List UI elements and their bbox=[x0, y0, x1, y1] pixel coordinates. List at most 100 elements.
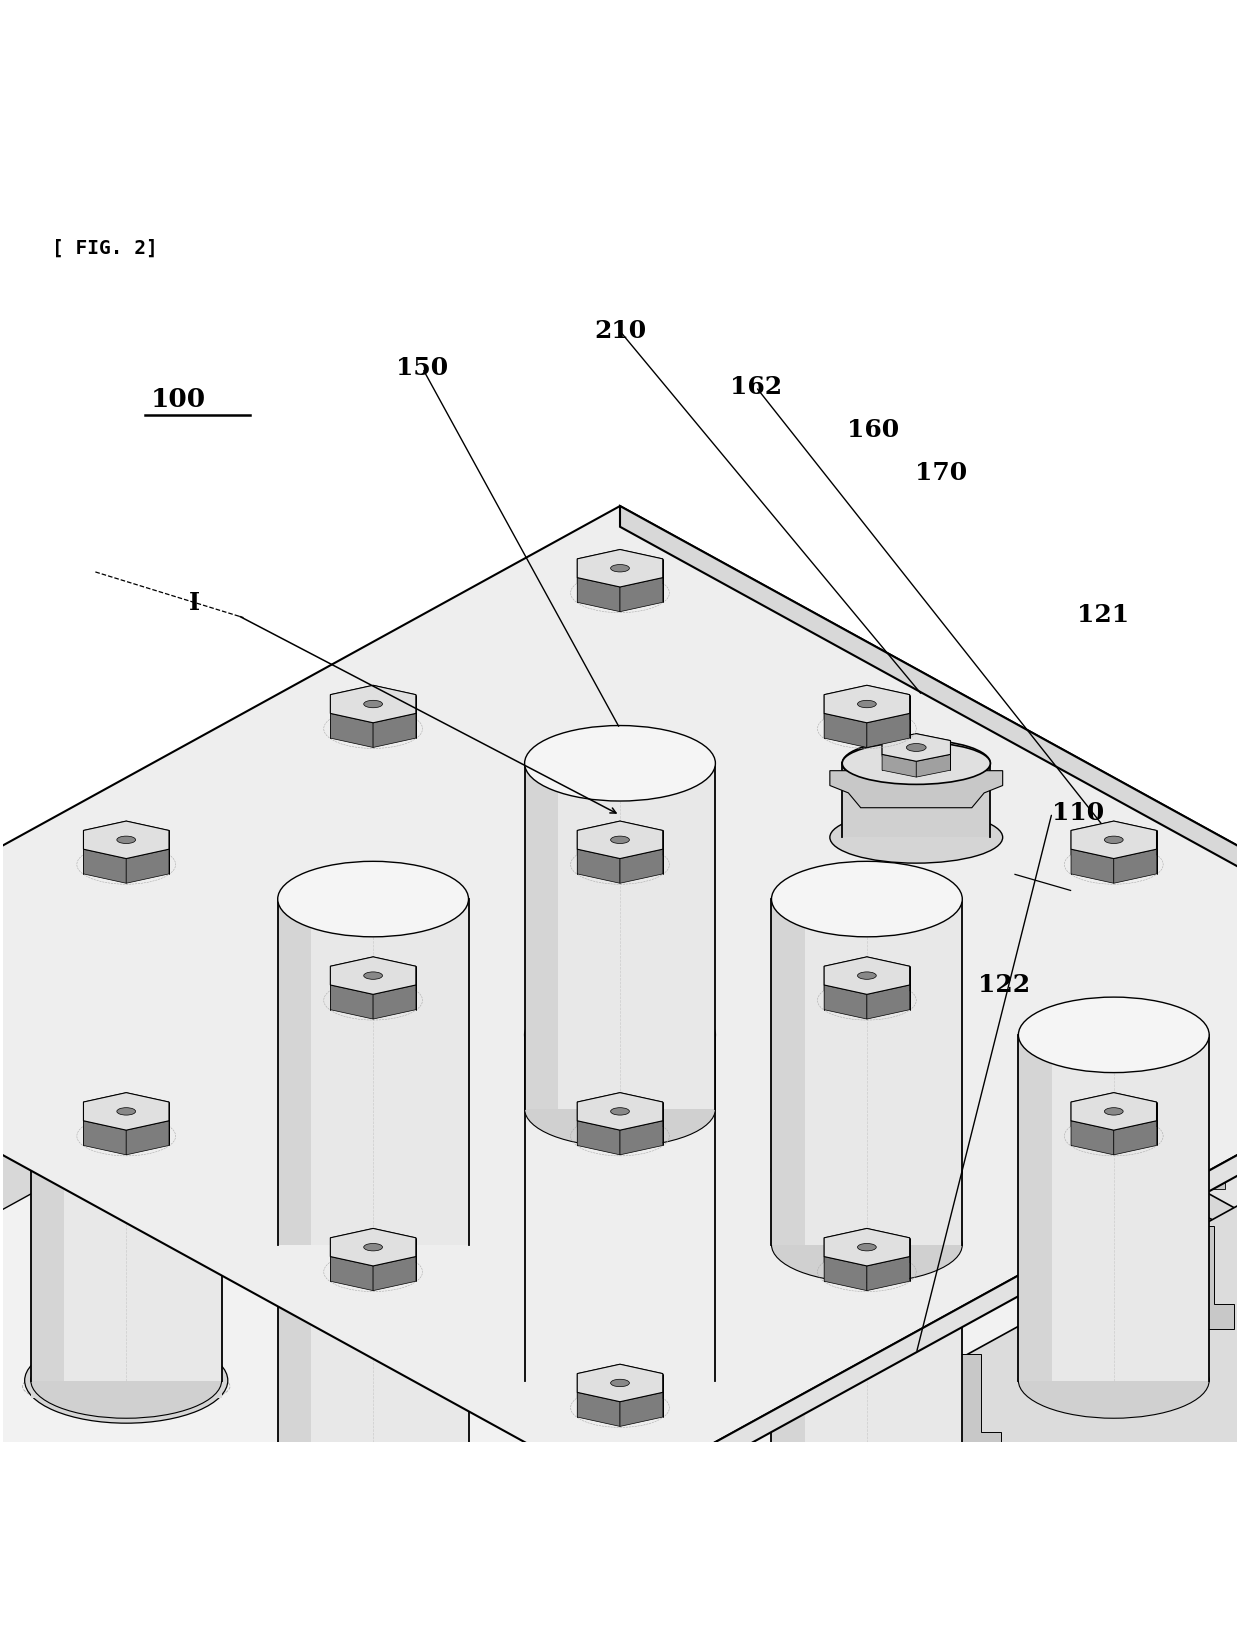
Polygon shape bbox=[330, 1228, 373, 1262]
Polygon shape bbox=[373, 985, 415, 1020]
Ellipse shape bbox=[525, 1071, 715, 1147]
Ellipse shape bbox=[906, 744, 926, 751]
Polygon shape bbox=[825, 957, 867, 992]
Polygon shape bbox=[278, 899, 311, 1244]
Ellipse shape bbox=[516, 1365, 724, 1407]
Ellipse shape bbox=[518, 1066, 722, 1152]
Text: 170: 170 bbox=[915, 462, 967, 485]
Ellipse shape bbox=[830, 812, 1003, 863]
Polygon shape bbox=[867, 957, 910, 992]
Ellipse shape bbox=[117, 1107, 135, 1115]
Polygon shape bbox=[83, 822, 169, 858]
Ellipse shape bbox=[858, 1244, 877, 1251]
Ellipse shape bbox=[278, 1134, 469, 1208]
Ellipse shape bbox=[528, 1074, 712, 1143]
Text: I: I bbox=[1034, 868, 1045, 893]
Polygon shape bbox=[83, 1092, 169, 1130]
Polygon shape bbox=[620, 525, 1240, 1381]
Polygon shape bbox=[1071, 1092, 1157, 1130]
Ellipse shape bbox=[610, 564, 630, 573]
Polygon shape bbox=[1071, 822, 1114, 855]
Polygon shape bbox=[330, 685, 415, 723]
Ellipse shape bbox=[31, 1343, 222, 1419]
Polygon shape bbox=[83, 1120, 126, 1155]
Ellipse shape bbox=[858, 700, 877, 708]
Polygon shape bbox=[0, 525, 620, 1381]
Ellipse shape bbox=[775, 1209, 960, 1279]
Ellipse shape bbox=[610, 1379, 630, 1386]
Polygon shape bbox=[771, 1170, 962, 1516]
Ellipse shape bbox=[1022, 1346, 1207, 1416]
Polygon shape bbox=[373, 713, 415, 747]
Polygon shape bbox=[1071, 850, 1114, 883]
Polygon shape bbox=[952, 1077, 1009, 1233]
Polygon shape bbox=[0, 507, 1240, 1495]
Polygon shape bbox=[525, 1035, 715, 1381]
Polygon shape bbox=[825, 957, 910, 995]
Ellipse shape bbox=[771, 861, 962, 937]
Polygon shape bbox=[330, 1257, 373, 1290]
Polygon shape bbox=[771, 1516, 962, 1533]
Polygon shape bbox=[842, 764, 991, 837]
Polygon shape bbox=[0, 863, 1240, 1650]
Polygon shape bbox=[944, 1011, 993, 1061]
Polygon shape bbox=[687, 587, 785, 693]
Ellipse shape bbox=[765, 1203, 968, 1287]
Text: 110: 110 bbox=[1052, 800, 1104, 825]
Polygon shape bbox=[578, 1365, 620, 1398]
Polygon shape bbox=[620, 1365, 662, 1398]
Ellipse shape bbox=[278, 1206, 469, 1282]
Polygon shape bbox=[867, 685, 910, 719]
Polygon shape bbox=[330, 685, 373, 719]
Polygon shape bbox=[126, 1120, 169, 1155]
Text: 100: 100 bbox=[151, 386, 206, 411]
Polygon shape bbox=[278, 1244, 469, 1262]
Ellipse shape bbox=[1105, 1107, 1123, 1115]
Polygon shape bbox=[620, 850, 662, 883]
Polygon shape bbox=[825, 985, 867, 1020]
Ellipse shape bbox=[1018, 1343, 1209, 1419]
Ellipse shape bbox=[516, 1092, 724, 1137]
Polygon shape bbox=[919, 716, 1018, 820]
Polygon shape bbox=[578, 1092, 662, 1130]
Polygon shape bbox=[525, 764, 558, 1109]
Polygon shape bbox=[31, 1381, 222, 1398]
Polygon shape bbox=[830, 771, 1003, 808]
Polygon shape bbox=[578, 549, 620, 584]
Polygon shape bbox=[1192, 1609, 1240, 1650]
Polygon shape bbox=[916, 754, 951, 777]
Polygon shape bbox=[373, 685, 415, 719]
Ellipse shape bbox=[1105, 837, 1123, 843]
Polygon shape bbox=[867, 985, 910, 1020]
Text: [ FIG. 2]: [ FIG. 2] bbox=[52, 239, 157, 257]
Ellipse shape bbox=[518, 1338, 722, 1424]
Ellipse shape bbox=[269, 1500, 477, 1544]
Polygon shape bbox=[867, 713, 910, 747]
Polygon shape bbox=[1071, 1092, 1114, 1127]
Polygon shape bbox=[935, 1355, 1002, 1457]
Ellipse shape bbox=[280, 1209, 465, 1279]
Ellipse shape bbox=[272, 1473, 475, 1559]
Ellipse shape bbox=[584, 604, 609, 617]
Polygon shape bbox=[1071, 822, 1157, 858]
Polygon shape bbox=[330, 957, 415, 995]
Polygon shape bbox=[825, 685, 910, 723]
Ellipse shape bbox=[610, 1107, 630, 1115]
Polygon shape bbox=[620, 1120, 662, 1155]
Polygon shape bbox=[620, 1000, 1240, 1515]
Ellipse shape bbox=[775, 1482, 960, 1551]
Ellipse shape bbox=[765, 1473, 968, 1559]
Ellipse shape bbox=[518, 1609, 722, 1650]
Ellipse shape bbox=[363, 1244, 382, 1251]
Polygon shape bbox=[525, 1307, 558, 1650]
Polygon shape bbox=[825, 713, 867, 747]
Ellipse shape bbox=[22, 1365, 229, 1407]
Polygon shape bbox=[578, 850, 620, 883]
Polygon shape bbox=[1071, 1120, 1114, 1155]
Ellipse shape bbox=[278, 1478, 469, 1554]
Polygon shape bbox=[278, 1170, 311, 1516]
Ellipse shape bbox=[771, 1134, 962, 1208]
Polygon shape bbox=[825, 1257, 867, 1290]
Polygon shape bbox=[330, 713, 373, 747]
Polygon shape bbox=[578, 822, 620, 855]
